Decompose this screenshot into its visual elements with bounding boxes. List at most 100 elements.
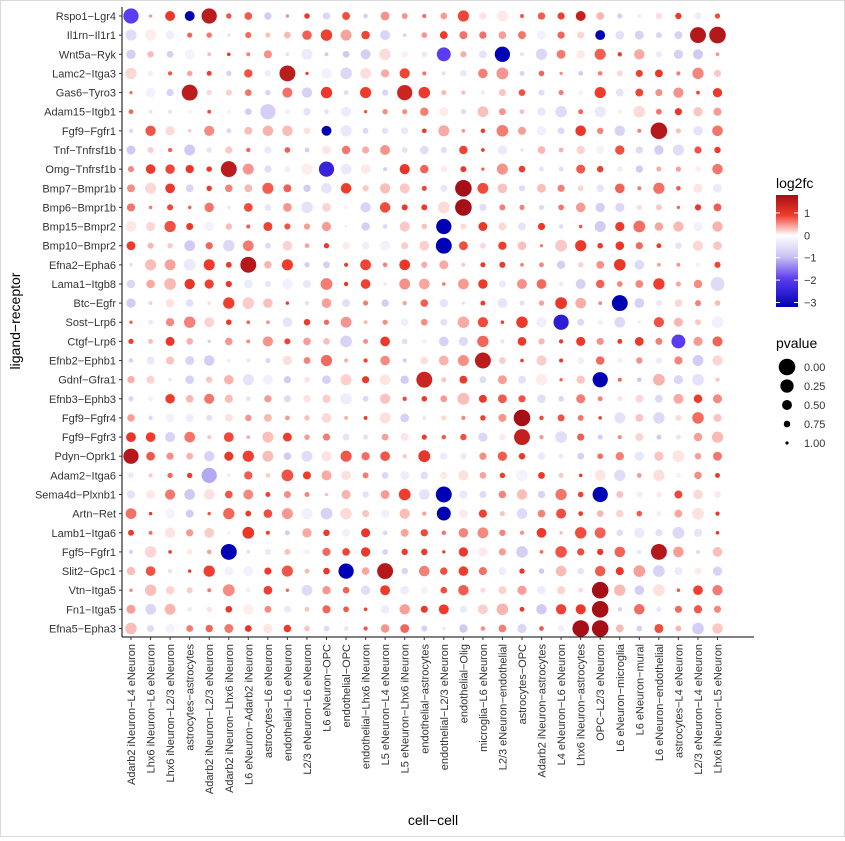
dot-point — [693, 605, 703, 614]
dot-point — [321, 183, 332, 194]
dot-point — [262, 450, 274, 462]
y-tick-label: Fgf9−Fgfr1 — [62, 126, 116, 138]
dot-point — [343, 90, 349, 96]
dot-point — [478, 279, 488, 289]
dot-point — [655, 337, 663, 345]
dot-point — [692, 507, 704, 520]
dot-point — [693, 432, 703, 442]
dot-point — [323, 529, 330, 537]
dot-point — [323, 567, 330, 575]
dot-point — [419, 240, 430, 251]
dot-point — [675, 166, 682, 172]
size-legend: pvalue 0.00 0.25 0.50 0.75 1.00 — [776, 335, 825, 450]
y-tick-label: Bmp7−Bmpr1b — [42, 183, 116, 195]
dot-point — [207, 52, 212, 57]
dot-point — [207, 435, 212, 440]
dot-point — [537, 585, 546, 595]
dot-point — [578, 224, 583, 229]
dot-point — [279, 65, 296, 82]
dot-point — [264, 280, 272, 288]
dot-point — [537, 107, 546, 116]
dot-point — [342, 528, 350, 537]
dot-point — [496, 124, 509, 137]
y-tick-label: Bmp15−Bmpr2 — [42, 222, 116, 234]
dot-point — [519, 568, 525, 574]
dot-point — [576, 336, 586, 346]
dot-point — [246, 339, 251, 344]
dot-point — [363, 338, 369, 344]
dot-point — [302, 528, 312, 538]
dot-point — [187, 109, 192, 114]
dot-point — [320, 278, 333, 290]
y-tick-label: Lamb1−Itga6 — [51, 528, 116, 540]
dot-point — [714, 261, 721, 268]
dot-point — [201, 8, 217, 24]
dot-point — [146, 356, 155, 365]
dot-point — [284, 338, 291, 345]
dot-point — [321, 451, 332, 462]
size-legend-label: 0.25 — [804, 381, 825, 393]
dot-point — [129, 588, 133, 592]
dot-point — [537, 183, 546, 193]
dot-point — [635, 394, 644, 403]
dot-point — [633, 220, 646, 233]
dot-point — [341, 470, 351, 481]
dot-point — [555, 488, 567, 501]
dot-point — [538, 204, 545, 211]
dot-point — [148, 473, 153, 478]
size-legend-dot — [785, 441, 789, 445]
dot-point — [653, 373, 665, 386]
dot-point — [420, 605, 428, 613]
dot-point — [148, 511, 153, 516]
dot-point — [458, 278, 469, 290]
dot-point — [499, 529, 506, 536]
dot-point — [652, 584, 665, 597]
y-tick-label: Sost−Lrp6 — [66, 317, 116, 329]
dot-point — [186, 338, 194, 345]
dot-point — [656, 606, 662, 612]
dot-point — [439, 298, 449, 308]
dot-point — [420, 145, 429, 155]
dot-point — [653, 469, 665, 482]
dot-point — [186, 587, 193, 594]
dot-point — [400, 624, 410, 633]
dot-point — [676, 588, 681, 592]
dot-point — [382, 224, 388, 229]
y-tick-label: Omg−Tnfrsf1b — [45, 164, 116, 176]
dot-point — [165, 336, 175, 346]
dot-point — [441, 530, 447, 536]
dot-point — [303, 318, 311, 326]
dot-point — [438, 604, 449, 615]
dot-point — [537, 12, 546, 20]
dot-point — [207, 339, 211, 344]
dot-point — [596, 337, 604, 345]
dot-point — [246, 147, 251, 153]
dot-point — [591, 601, 609, 618]
dot-point — [692, 355, 704, 366]
dot-point — [186, 452, 194, 460]
dot-point — [498, 31, 507, 39]
dot-point — [459, 490, 468, 499]
dot-point — [302, 471, 312, 480]
dot-point — [693, 394, 703, 404]
dot-point — [613, 258, 626, 271]
dot-point — [421, 185, 427, 191]
dot-point — [360, 279, 371, 289]
dot-point — [225, 89, 232, 96]
dot-point — [596, 184, 604, 193]
dot-point — [479, 203, 487, 211]
dot-point — [575, 279, 586, 289]
dot-point — [496, 67, 509, 80]
dot-point — [514, 429, 530, 446]
dot-point — [637, 128, 642, 133]
dot-point — [304, 491, 310, 498]
dot-point — [207, 301, 212, 305]
x-tick-label: microglia−L6 eNeuron — [478, 644, 490, 752]
dot-point — [321, 221, 332, 232]
dot-point — [125, 29, 137, 41]
dot-point — [440, 147, 447, 153]
dot-point — [224, 624, 234, 633]
dot-point — [537, 394, 546, 404]
dot-point — [184, 144, 196, 156]
